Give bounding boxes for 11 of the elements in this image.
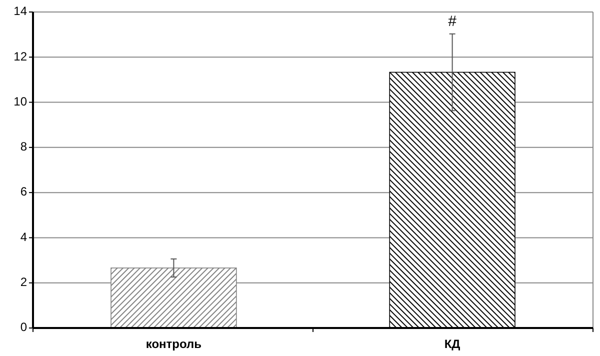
x-tick-label: контроль bbox=[146, 337, 202, 351]
y-tick-label: 0 bbox=[20, 320, 28, 334]
y-tick-label: 8 bbox=[20, 140, 28, 154]
y-tick-label: 4 bbox=[20, 230, 28, 244]
y-tick-label: 6 bbox=[20, 184, 28, 199]
y-tick-label: 14 bbox=[14, 4, 28, 18]
annotation: # bbox=[448, 12, 458, 30]
x-tick-label: КД bbox=[444, 337, 461, 351]
y-tick-label: 2 bbox=[20, 275, 28, 290]
y-tick-label: 12 bbox=[14, 49, 28, 64]
y-tick-label: 10 bbox=[14, 94, 28, 108]
